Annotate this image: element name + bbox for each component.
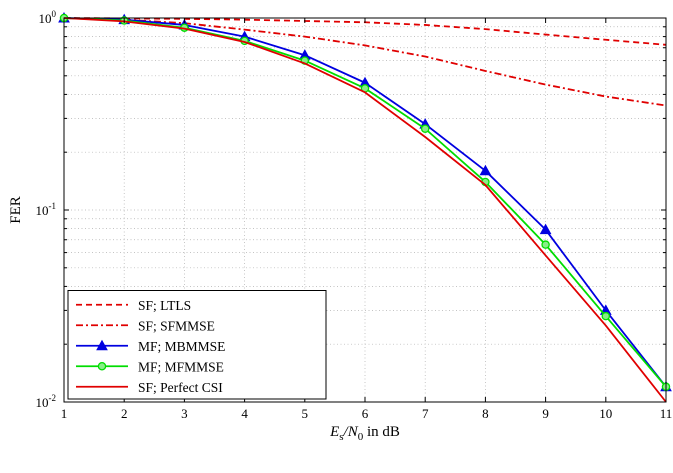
series-line bbox=[63, 17, 667, 403]
x-tick-label: 5 bbox=[302, 406, 309, 421]
circle-marker bbox=[420, 124, 430, 133]
x-tick-label: 10 bbox=[599, 406, 612, 421]
x-tick-label: 11 bbox=[660, 406, 673, 421]
x-axis-label: Es/N0 in dB bbox=[329, 424, 400, 443]
legend-box bbox=[67, 290, 327, 400]
series-5 bbox=[63, 17, 667, 403]
x-tick-label: 7 bbox=[422, 406, 429, 421]
triangle-marker bbox=[539, 223, 552, 235]
x-tick-label: 4 bbox=[241, 406, 248, 421]
legend-item: SF; Perfect CSI bbox=[76, 380, 223, 395]
legend-item: SF; LTLS bbox=[76, 298, 191, 313]
y-tick-label: 10-2 bbox=[36, 393, 57, 410]
legend-label: MF; MBMMSE bbox=[138, 339, 225, 354]
x-tick-label: 6 bbox=[362, 406, 369, 421]
y-tick-label: 100 bbox=[39, 9, 57, 26]
triangle-marker bbox=[479, 164, 492, 176]
series-layer bbox=[58, 11, 672, 403]
legend-item: MF; MBMMSE bbox=[76, 339, 225, 354]
legend-label: MF; MFMMSE bbox=[138, 359, 224, 374]
x-axis-label-var: E bbox=[329, 424, 339, 440]
x-axis-label-mid: /N bbox=[343, 424, 359, 440]
x-tick-label: 8 bbox=[482, 406, 489, 421]
series-line bbox=[63, 17, 667, 107]
legend-label: SF; SFMMSE bbox=[138, 318, 215, 333]
x-tick-label: 1 bbox=[61, 406, 68, 421]
legend-item: MF; MFMMSE bbox=[76, 359, 224, 374]
triangle-marker bbox=[96, 339, 108, 351]
legend-label: SF; Perfect CSI bbox=[138, 380, 223, 395]
x-tick-label: 3 bbox=[181, 406, 188, 421]
legend: SF; LTLS SF; SFMMSE MF; MBMMSE MF; MFMMSE SF… bbox=[67, 290, 327, 400]
legend-label: SF; LTLS bbox=[138, 298, 191, 313]
y-axis-label: FER bbox=[8, 196, 24, 224]
x-axis-label-sub: s bbox=[339, 431, 343, 443]
circle-marker bbox=[601, 311, 611, 321]
axis-tick-labels: 1 2 3 4 5 6 7 8 9 10 11 100 10-1 10-2 bbox=[36, 9, 673, 421]
x-tick-label: 2 bbox=[121, 406, 128, 421]
legend-item: SF; SFMMSE bbox=[76, 318, 215, 333]
circle-marker bbox=[541, 240, 550, 249]
y-tick-label: 10-1 bbox=[36, 201, 57, 218]
series-2 bbox=[63, 17, 667, 107]
x-tick-label: 9 bbox=[542, 406, 549, 421]
circle-marker bbox=[97, 361, 107, 371]
x-axis-label-sub2: 0 bbox=[358, 431, 364, 443]
x-axis-label-rest: in dB bbox=[363, 424, 400, 440]
axis-ticks bbox=[63, 17, 667, 403]
